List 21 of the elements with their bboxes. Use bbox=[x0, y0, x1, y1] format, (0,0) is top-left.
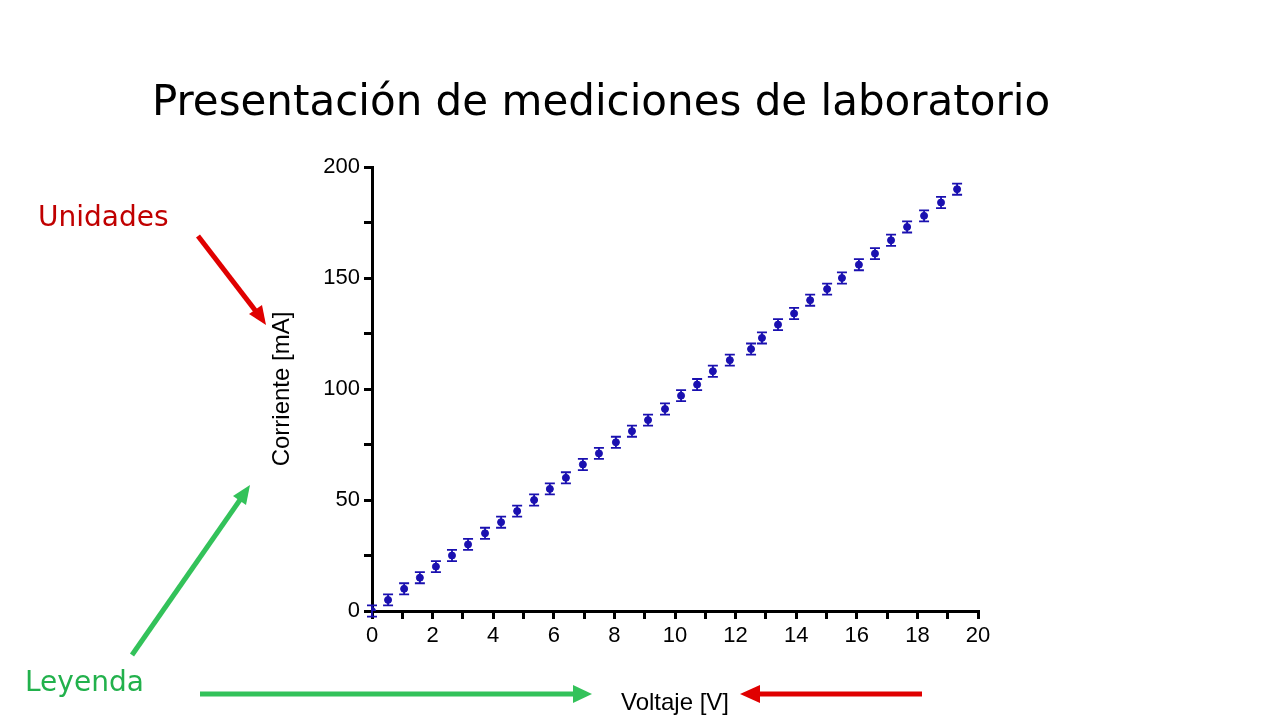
text: Leyenda bbox=[25, 665, 144, 698]
y-tick-label: 200 bbox=[323, 153, 360, 179]
y-tick-label: 0 bbox=[347, 597, 360, 623]
y-tick-label: 150 bbox=[323, 264, 360, 290]
x-tick-label: 0 bbox=[365, 622, 379, 648]
y-axis-title: Corriente [mA] bbox=[267, 311, 295, 467]
x-tick-label: 4 bbox=[487, 622, 500, 648]
x-tick-label: 18 bbox=[905, 622, 930, 648]
x-tick-label: 8 bbox=[608, 622, 621, 648]
x-tick-label: 16 bbox=[844, 622, 870, 648]
x-tick-label: 10 bbox=[662, 622, 688, 648]
x-tick-label: 20 bbox=[965, 622, 991, 648]
y-tick-label: 50 bbox=[335, 486, 360, 512]
x-tick-label: 6 bbox=[547, 622, 560, 648]
x-tick-label: 14 bbox=[783, 622, 809, 648]
x-axis-title: Voltaje [V] bbox=[620, 688, 730, 716]
text: Unidades bbox=[38, 200, 169, 233]
chart-title: Presentación de mediciones de laboratorio bbox=[150, 76, 1052, 125]
x-tick-label: 2 bbox=[426, 622, 439, 648]
y-tick-label: 100 bbox=[323, 375, 360, 401]
x-tick-label: 12 bbox=[723, 622, 748, 648]
